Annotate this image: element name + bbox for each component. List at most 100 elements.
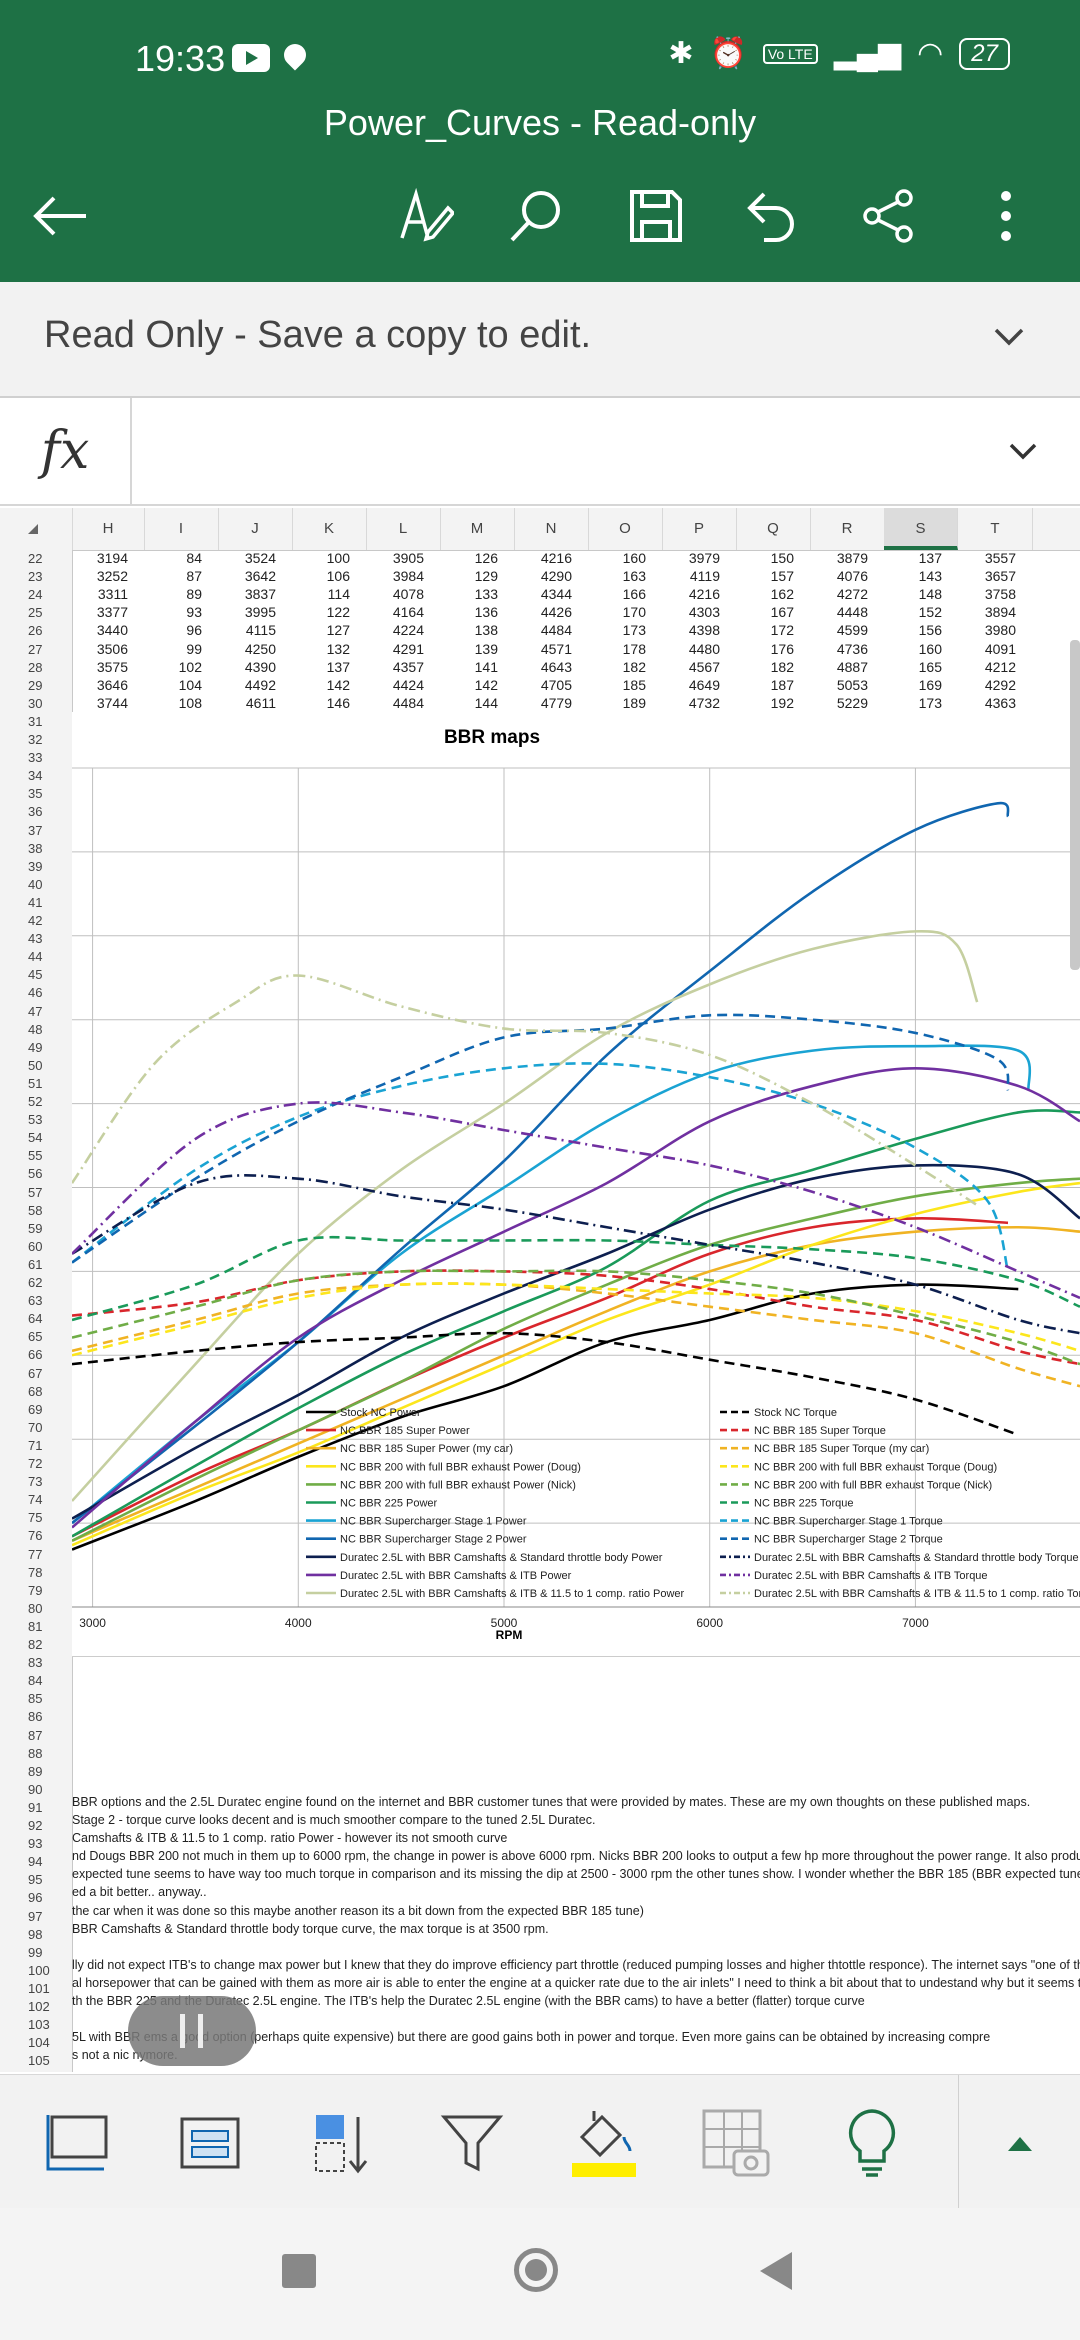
row-header-49[interactable]: 49 bbox=[28, 1039, 43, 1055]
row-header-48[interactable]: 48 bbox=[28, 1021, 43, 1037]
row-header-45[interactable]: 45 bbox=[28, 967, 43, 983]
row-header-61[interactable]: 61 bbox=[28, 1256, 43, 1272]
row-header-34[interactable]: 34 bbox=[28, 768, 43, 784]
expand-up-icon[interactable] bbox=[980, 2103, 1060, 2183]
row-header-73[interactable]: 73 bbox=[28, 1474, 43, 1490]
cell-O[interactable]: 189 bbox=[622, 694, 646, 711]
fill-color-icon[interactable] bbox=[564, 2103, 644, 2183]
row-header-24[interactable]: 24 bbox=[28, 587, 43, 603]
cell-I[interactable]: 96 bbox=[186, 622, 202, 639]
row-header-71[interactable]: 71 bbox=[28, 1437, 43, 1453]
cell-T[interactable]: 4212 bbox=[984, 658, 1016, 675]
row-header-39[interactable]: 39 bbox=[28, 858, 43, 874]
row-header-31[interactable]: 31 bbox=[28, 713, 43, 729]
series-line-0[interactable] bbox=[72, 1283, 1019, 1551]
cell-O[interactable]: 163 bbox=[622, 568, 646, 585]
draw-icon[interactable] bbox=[390, 180, 462, 252]
row-header-98[interactable]: 98 bbox=[28, 1926, 43, 1942]
cell-H[interactable]: 3744 bbox=[96, 694, 128, 711]
series-line-3[interactable] bbox=[72, 1181, 1080, 1547]
cell-Q[interactable]: 182 bbox=[770, 658, 794, 675]
cell-H[interactable]: 3311 bbox=[97, 586, 128, 603]
cell-Q[interactable]: 176 bbox=[770, 640, 794, 657]
cell-R[interactable]: 3879 bbox=[836, 552, 868, 566]
cell-S[interactable]: 148 bbox=[918, 586, 942, 603]
cell-L[interactable]: 4224 bbox=[392, 622, 424, 639]
row-header-74[interactable]: 74 bbox=[28, 1492, 43, 1508]
row-header-54[interactable]: 54 bbox=[28, 1130, 43, 1146]
undo-icon[interactable] bbox=[736, 180, 808, 252]
row-header-57[interactable]: 57 bbox=[28, 1184, 43, 1200]
series-line-20[interactable] bbox=[72, 1101, 1080, 1300]
cell-J[interactable]: 4390 bbox=[244, 658, 276, 675]
cell-R[interactable]: 4599 bbox=[836, 622, 868, 639]
column-header-M[interactable]: M bbox=[440, 508, 515, 550]
column-header-Q[interactable]: Q bbox=[736, 508, 811, 550]
cell-K[interactable]: 137 bbox=[326, 658, 350, 675]
cell-S[interactable]: 165 bbox=[918, 658, 942, 675]
cell-K[interactable]: 114 bbox=[327, 586, 350, 603]
cell-P[interactable]: 4303 bbox=[688, 604, 720, 621]
row-header-42[interactable]: 42 bbox=[28, 913, 43, 928]
row-header-50[interactable]: 50 bbox=[28, 1057, 43, 1073]
cell-Q[interactable]: 187 bbox=[770, 676, 794, 693]
cell-K[interactable]: 122 bbox=[326, 604, 350, 621]
recents-icon[interactable] bbox=[282, 2254, 316, 2288]
column-header-J[interactable]: J bbox=[218, 508, 293, 550]
series-line-16[interactable] bbox=[72, 1235, 1080, 1322]
cell-Q[interactable]: 157 bbox=[770, 568, 794, 585]
series-line-7[interactable] bbox=[72, 801, 1010, 1525]
bbr-maps-chart[interactable]: 3000 4000 5000 6000 7000 BBR maps RPM Stock NC … bbox=[72, 712, 1080, 1656]
column-header-R[interactable]: R bbox=[810, 508, 885, 550]
cell-S[interactable]: 173 bbox=[918, 694, 942, 711]
cell-J[interactable]: 4250 bbox=[244, 640, 276, 657]
cell-R[interactable]: 4448 bbox=[836, 604, 868, 621]
cell-J[interactable]: 4115 bbox=[245, 622, 276, 639]
cell-L[interactable]: 4357 bbox=[392, 658, 424, 675]
ideas-icon[interactable] bbox=[832, 2103, 912, 2183]
cell-R[interactable]: 4736 bbox=[836, 640, 868, 657]
cell-M[interactable]: 133 bbox=[474, 586, 498, 603]
cell-R[interactable]: 4272 bbox=[836, 586, 868, 603]
cell-P[interactable]: 4398 bbox=[688, 622, 720, 639]
row-header-84[interactable]: 84 bbox=[28, 1673, 43, 1689]
row-header-27[interactable]: 27 bbox=[28, 641, 43, 657]
row-header-53[interactable]: 53 bbox=[28, 1112, 43, 1128]
row-header-86[interactable]: 86 bbox=[28, 1709, 43, 1725]
row-header-70[interactable]: 70 bbox=[28, 1419, 43, 1435]
cell-P[interactable]: 3979 bbox=[688, 552, 720, 566]
column-header-H[interactable]: H bbox=[72, 508, 145, 550]
row-header-89[interactable]: 89 bbox=[28, 1763, 43, 1779]
row-header-91[interactable]: 91 bbox=[28, 1799, 43, 1815]
cell-P[interactable]: 4119 bbox=[689, 568, 720, 585]
cell-T[interactable]: 4292 bbox=[984, 676, 1016, 693]
row-header-93[interactable]: 93 bbox=[28, 1836, 43, 1852]
cell-K[interactable]: 142 bbox=[326, 676, 350, 693]
row-header-88[interactable]: 88 bbox=[28, 1745, 43, 1761]
column-header-O[interactable]: O bbox=[588, 508, 663, 550]
cell-S[interactable]: 169 bbox=[918, 676, 942, 693]
cell-J[interactable]: 3837 bbox=[244, 586, 276, 603]
cell-J[interactable]: 3642 bbox=[244, 568, 276, 585]
cell-J[interactable]: 4492 bbox=[244, 676, 276, 693]
back-arrow-icon[interactable] bbox=[24, 180, 96, 252]
cell-S[interactable]: 152 bbox=[918, 604, 942, 621]
cell-M[interactable]: 126 bbox=[474, 552, 498, 566]
cell-R[interactable]: 4076 bbox=[836, 568, 868, 585]
cell-N[interactable]: 4705 bbox=[540, 676, 572, 693]
row-header-66[interactable]: 66 bbox=[28, 1347, 43, 1363]
row-header-29[interactable]: 29 bbox=[28, 677, 43, 693]
row-header-102[interactable]: 102 bbox=[28, 1999, 50, 2014]
cell-Q[interactable]: 162 bbox=[770, 586, 794, 603]
column-header-K[interactable]: K bbox=[292, 508, 367, 550]
select-all-corner[interactable] bbox=[0, 508, 73, 550]
cell-I[interactable]: 87 bbox=[186, 568, 202, 585]
row-header-104[interactable]: 104 bbox=[28, 2035, 50, 2051]
row-header-43[interactable]: 43 bbox=[28, 931, 43, 947]
cell-K[interactable]: 100 bbox=[326, 552, 350, 566]
cell-I[interactable]: 108 bbox=[178, 694, 202, 711]
series-line-9[interactable] bbox=[72, 1066, 1080, 1529]
series-line-8[interactable] bbox=[72, 1163, 1080, 1520]
row-header-60[interactable]: 60 bbox=[28, 1238, 43, 1254]
series-line-13[interactable] bbox=[72, 1282, 1080, 1388]
